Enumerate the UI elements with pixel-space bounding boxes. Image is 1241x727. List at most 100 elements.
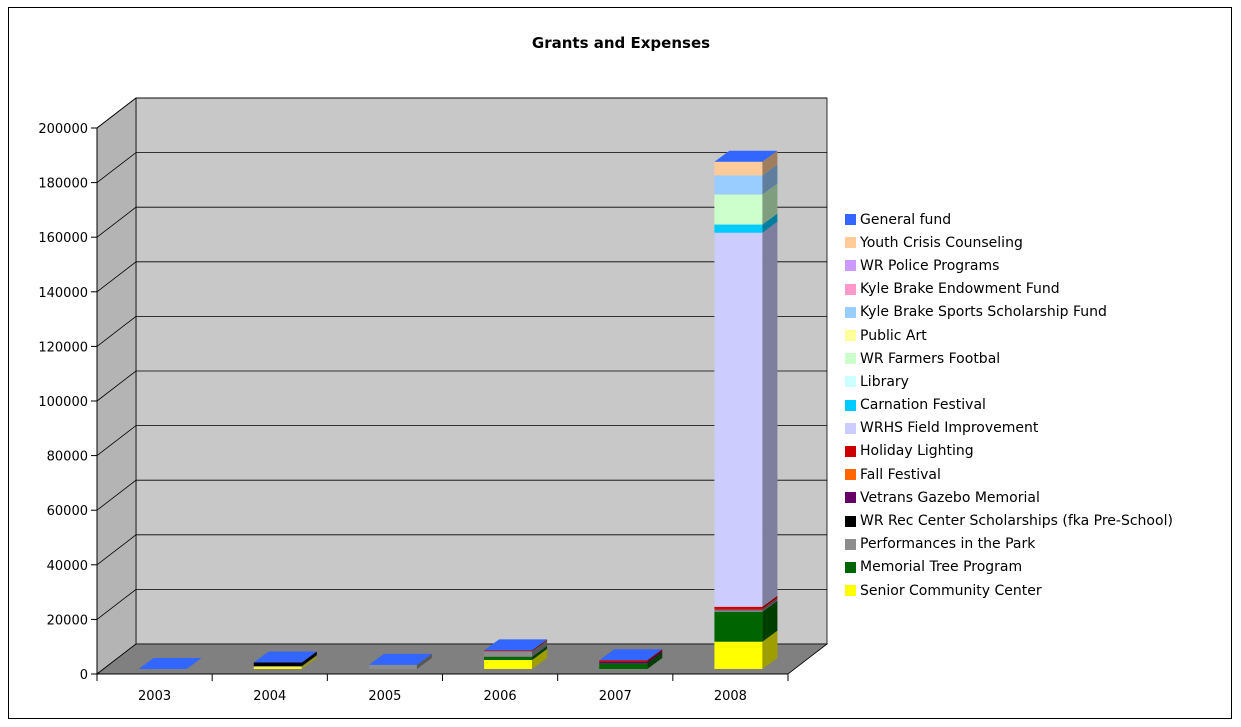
bar-top-2005 bbox=[368, 653, 432, 665]
y-tick-label: 0 bbox=[80, 668, 88, 683]
x-tick-label: 2007 bbox=[599, 689, 632, 704]
bar-segment-2005-2 bbox=[368, 664, 417, 669]
legend-label: Kyle Brake Sports Scholarship Fund bbox=[860, 304, 1107, 321]
legend-label: Memorial Tree Program bbox=[860, 559, 1023, 576]
gridline bbox=[96, 370, 827, 402]
gridline bbox=[96, 315, 827, 347]
bar-side-2008-6 bbox=[762, 595, 778, 609]
legend-label: Public Art bbox=[860, 327, 927, 344]
bar-segment-2004-0 bbox=[253, 666, 302, 669]
y-tick-label: 40000 bbox=[47, 559, 88, 574]
y-tick-label: 160000 bbox=[38, 231, 88, 246]
bar-side-2008-7 bbox=[762, 221, 778, 607]
bar-segment-2007-6 bbox=[599, 660, 648, 662]
legend-item: WR Rec Center Scholarships (fka Pre-Scho… bbox=[845, 509, 1235, 532]
legend-item: Carnation Festival bbox=[845, 394, 1235, 417]
x-tick-label: 2006 bbox=[484, 689, 517, 704]
x-tick-label: 2008 bbox=[714, 689, 747, 704]
legend-swatch bbox=[845, 399, 856, 411]
bar-segment-2004-2 bbox=[253, 665, 302, 667]
legend-swatch bbox=[845, 585, 856, 597]
legend-item: Vetrans Gazebo Memorial bbox=[845, 486, 1235, 509]
bar-side-2004-0 bbox=[301, 655, 317, 669]
bar-side-2008-12 bbox=[762, 164, 778, 195]
legend-swatch bbox=[845, 422, 856, 434]
legend-swatch bbox=[845, 492, 856, 504]
legend-item: Kyle Brake Sports Scholarship Fund bbox=[845, 301, 1235, 324]
legend-swatch bbox=[845, 561, 856, 573]
gridline bbox=[96, 589, 827, 620]
bar-segment-2004-3 bbox=[253, 662, 302, 666]
legend: General fund Youth Crisis Counseling WR Po… bbox=[845, 208, 1235, 602]
x-tick-label: 2004 bbox=[253, 689, 286, 704]
bar-segment-2008-5 bbox=[714, 608, 763, 610]
bar-side-2008-1 bbox=[762, 600, 778, 642]
bar-side-2006-2 bbox=[532, 640, 548, 657]
y-tick-label: 60000 bbox=[47, 504, 88, 519]
bar-side-2008-5 bbox=[762, 597, 778, 610]
legend-label: Senior Community Center bbox=[860, 582, 1042, 599]
legend-item: Memorial Tree Program bbox=[845, 556, 1235, 579]
legend-swatch bbox=[845, 214, 856, 226]
bar-segment-2006-1 bbox=[484, 656, 533, 660]
y-tick-label: 180000 bbox=[38, 177, 88, 192]
bar-side-2006-0 bbox=[532, 648, 548, 669]
bar-side-2007-6 bbox=[647, 649, 663, 662]
legend-swatch bbox=[845, 469, 856, 481]
x-tick-label: 2005 bbox=[368, 689, 401, 704]
bar-segment-2008-7 bbox=[714, 232, 763, 607]
bar-top-2006 bbox=[484, 639, 548, 651]
legend-swatch bbox=[845, 237, 856, 249]
bar-top-2003 bbox=[138, 658, 202, 669]
legend-swatch bbox=[845, 353, 856, 365]
bar-top-2007 bbox=[599, 649, 663, 661]
bar-top-2008 bbox=[714, 150, 778, 162]
legend-swatch bbox=[845, 538, 856, 550]
legend-label: Fall Festival bbox=[860, 466, 941, 483]
legend-label: Performances in the Park bbox=[860, 536, 1036, 553]
legend-item: Holiday Lighting bbox=[845, 440, 1235, 463]
bar-segment-2007-4 bbox=[599, 661, 648, 664]
bar-side-2004-3 bbox=[301, 651, 317, 666]
chart-title: Grants and Expenses bbox=[531, 34, 711, 52]
legend-label: WRHS Field Improvement bbox=[860, 420, 1039, 437]
legend-item: WR Farmers Footbal bbox=[845, 347, 1235, 370]
legend-label: WR Police Programs bbox=[860, 257, 1000, 274]
bar-segment-2008-15 bbox=[714, 161, 763, 176]
bar-segment-2008-6 bbox=[714, 606, 763, 609]
bar-segment-2008-1 bbox=[714, 611, 763, 642]
bar-side-2006-1 bbox=[532, 645, 548, 660]
gridline bbox=[96, 534, 827, 566]
bar-side-2007-4 bbox=[647, 650, 663, 664]
y-tick-label: 140000 bbox=[38, 286, 88, 301]
y-tick-label: 200000 bbox=[38, 122, 88, 137]
legend-swatch bbox=[845, 283, 856, 295]
legend-item: Senior Community Center bbox=[845, 579, 1235, 602]
legend-swatch bbox=[845, 445, 856, 457]
legend-item: Youth Crisis Counseling bbox=[845, 231, 1235, 254]
bar-side-2004-2 bbox=[301, 654, 317, 667]
legend-item: Kyle Brake Endowment Fund bbox=[845, 278, 1235, 301]
legend-item: Fall Festival bbox=[845, 463, 1235, 486]
legend-label: Carnation Festival bbox=[860, 397, 986, 414]
y-tick-label: 80000 bbox=[47, 450, 88, 465]
legend-swatch bbox=[845, 260, 856, 272]
legend-label: Holiday Lighting bbox=[860, 443, 974, 460]
bar-side-2008-2 bbox=[762, 599, 778, 612]
bar-segment-2006-0 bbox=[484, 659, 533, 669]
legend-label: WR Rec Center Scholarships (fka Pre-Scho… bbox=[860, 513, 1173, 530]
y-tick-label: 120000 bbox=[38, 340, 88, 355]
y-tick-label: 100000 bbox=[38, 395, 88, 410]
bar-segment-2008-10 bbox=[714, 194, 763, 225]
legend-item: WRHS Field Improvement bbox=[845, 417, 1235, 440]
bar-segment-2008-0 bbox=[714, 641, 763, 669]
legend-swatch bbox=[845, 306, 856, 318]
bar-side-2008-4 bbox=[762, 598, 778, 611]
bar-side-2008-0 bbox=[762, 630, 778, 669]
legend-swatch bbox=[845, 376, 856, 388]
legend-label: Vetrans Gazebo Memorial bbox=[860, 489, 1040, 506]
gridline bbox=[96, 479, 827, 511]
bar-side-2008-10 bbox=[762, 183, 778, 225]
gridline bbox=[96, 206, 827, 238]
legend-item: General fund bbox=[845, 208, 1235, 231]
